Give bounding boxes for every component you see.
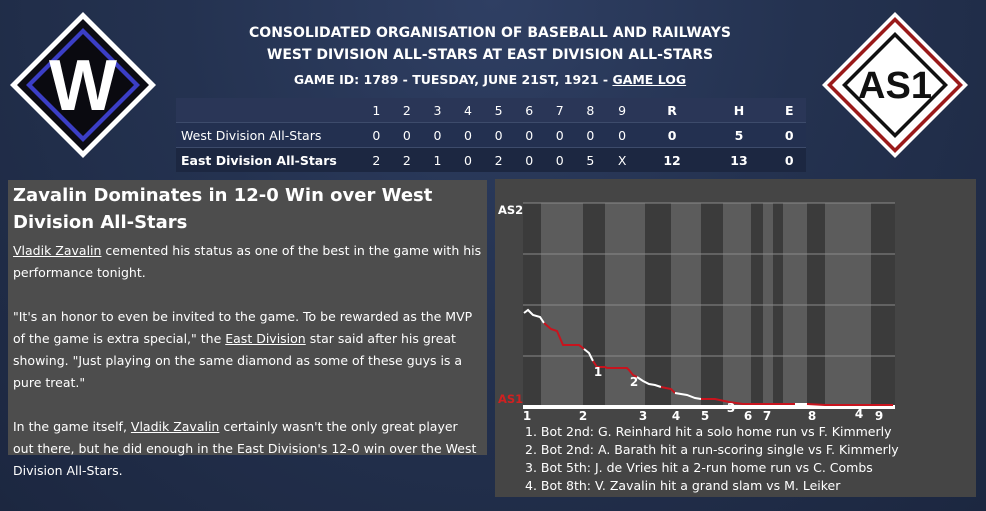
probability-line xyxy=(660,386,676,394)
team-link[interactable]: East Division xyxy=(225,331,306,346)
inning-header: 5 xyxy=(494,102,503,118)
top-team-label: AS2 xyxy=(498,203,524,217)
inning-header: 6 xyxy=(525,102,534,118)
home-runs: 12 xyxy=(638,147,706,172)
inning-score: 0 xyxy=(452,122,484,148)
story-paragraph: "It's an honor to even be invited to the… xyxy=(13,306,482,394)
baseline xyxy=(523,405,895,409)
inning-label: 3 xyxy=(639,409,647,423)
inning-score: 0 xyxy=(544,147,576,172)
inning-header: 4 xyxy=(464,102,472,118)
probability-line xyxy=(523,308,545,324)
inning-score: 0 xyxy=(483,122,514,148)
runs-header: R xyxy=(667,102,677,118)
inning-score: 2 xyxy=(483,147,514,172)
inning-score: 0 xyxy=(422,122,453,148)
errors-header: E xyxy=(784,102,794,118)
team-column-header xyxy=(176,98,361,123)
probability-line xyxy=(543,322,585,350)
game-info: GAME ID: 1789 - TUESDAY, JUNE 21ST, 1921… xyxy=(180,70,800,90)
inning-label: 7 xyxy=(763,409,771,423)
league-name: CONSOLIDATED ORGANISATION OF BASEBALL AN… xyxy=(249,25,731,41)
probability-line xyxy=(592,360,638,378)
key-plays-list: 1. Bot 2nd: G. Reinhard hit a solo home … xyxy=(525,423,899,495)
story-text: cemented his status as one of the best i… xyxy=(13,243,482,280)
inning-header: 8 xyxy=(586,102,595,118)
box-score-table: 1 2 3 4 5 6 7 8 9 R H E West Division Al… xyxy=(176,98,806,172)
inning-score: 2 xyxy=(361,147,392,172)
game-log-link[interactable]: GAME LOG xyxy=(612,72,687,87)
inning-label: 6 xyxy=(744,409,752,423)
story-headline: Zavalin Dominates in 12-0 Win over West … xyxy=(13,185,433,233)
inning-score: 5 xyxy=(575,147,606,172)
inning-label: 8 xyxy=(808,409,816,423)
away-team-name[interactable]: West Division All-Stars xyxy=(176,122,361,148)
inning-label: 9 xyxy=(875,409,883,423)
story-paragraph: In the game itself, Vladik Zavalin certa… xyxy=(13,416,482,482)
probability-line xyxy=(583,348,594,362)
inning-score: 0 xyxy=(605,122,639,148)
story-text: "It's an honor to even be invited to the… xyxy=(13,309,473,346)
inning-score: 0 xyxy=(452,147,484,172)
inning-score: 0 xyxy=(544,122,576,148)
story-text: certainly wasn't the only great player o… xyxy=(13,419,477,478)
inning-score: 0 xyxy=(361,122,392,148)
away-hits: 5 xyxy=(705,122,773,148)
inning-label: 2 xyxy=(579,409,587,423)
probability-line xyxy=(636,376,662,388)
key-play-item: 1. Bot 2nd: G. Reinhard hit a solo home … xyxy=(525,424,892,439)
west-division-logo: W xyxy=(10,12,156,158)
key-play-item: 4. Bot 8th: V. Zavalin hit a grand slam … xyxy=(525,478,841,493)
east-logo-letters: AS1 xyxy=(858,65,932,107)
east-division-logo: AS1 xyxy=(822,12,968,158)
probability-line xyxy=(701,398,795,405)
inning-score: 0 xyxy=(513,147,545,172)
home-team-name[interactable]: East Division All-Stars xyxy=(176,147,361,172)
box-score-row-away: West Division All-Stars 0 0 0 0 0 0 0 0 … xyxy=(176,122,806,148)
home-hits: 13 xyxy=(705,147,773,172)
probability-line xyxy=(806,403,893,406)
away-errors: 0 xyxy=(772,122,806,148)
inning-score: 0 xyxy=(391,122,423,148)
away-runs: 0 xyxy=(638,122,706,148)
game-header: CONSOLIDATED ORGANISATION OF BASEBALL AN… xyxy=(180,22,800,90)
bottom-team-label: AS1 xyxy=(498,392,524,406)
story-text: In the game itself, xyxy=(13,419,131,434)
inning-header: 3 xyxy=(433,102,442,118)
inning-score: 1 xyxy=(422,147,453,172)
player-link[interactable]: Vladik Zavalin xyxy=(130,419,220,434)
matchup-title: WEST DIVISION ALL-STARS AT EAST DIVISION… xyxy=(266,47,714,63)
west-logo-letter: W xyxy=(49,46,117,126)
story-paragraph: Vladik Zavalin cemented his status as on… xyxy=(13,240,482,284)
hits-header: H xyxy=(733,102,745,118)
inning-label: 1 xyxy=(523,409,531,423)
key-play-marker: 2 xyxy=(630,375,638,389)
key-play-marker: 4 xyxy=(855,407,863,421)
game-id-date: GAME ID: 1789 - TUESDAY, JUNE 21ST, 1921… xyxy=(293,72,613,87)
inning-score: 0 xyxy=(575,122,606,148)
home-errors: 0 xyxy=(772,147,806,172)
inning-header: 2 xyxy=(402,102,411,118)
game-story-panel: Zavalin Dominates in 12-0 Win over West … xyxy=(8,180,487,478)
key-play-marker: 1 xyxy=(594,365,602,379)
key-play-item: 2. Bot 2nd: A. Barath hit a run-scoring … xyxy=(525,442,899,457)
inning-score: 2 xyxy=(391,147,423,172)
probability-line xyxy=(674,392,702,400)
key-play-marker: 3 xyxy=(727,401,735,415)
player-link[interactable]: Vladik Zavalin xyxy=(13,243,102,258)
box-score-row-home: East Division All-Stars 2 2 1 0 2 0 0 5 … xyxy=(176,147,806,172)
story-text: star said after his great showing. "Just… xyxy=(13,331,463,390)
inning-score: X xyxy=(605,147,639,172)
inning-header: 7 xyxy=(555,102,564,118)
key-play-item: 3. Bot 5th: J. de Vries hit a 2-run home… xyxy=(525,460,873,475)
inning-header: 1 xyxy=(372,102,381,118)
inning-label: 5 xyxy=(701,409,709,423)
inning-score: 0 xyxy=(513,122,545,148)
box-score-header-row: 1 2 3 4 5 6 7 8 9 R H E xyxy=(176,98,806,123)
inning-label: 4 xyxy=(672,409,680,423)
inning-header: 9 xyxy=(618,102,627,118)
